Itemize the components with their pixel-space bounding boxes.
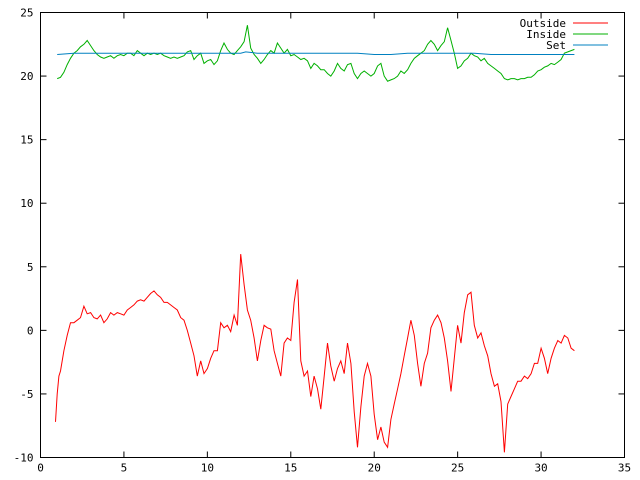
series-line-outside [55,254,575,453]
y-tick-label: -5 [20,388,33,401]
y-tick-label: 25 [20,7,33,20]
x-tick-label: 10 [201,462,214,475]
y-tick-label: 5 [27,261,34,274]
series-line-inside [57,25,575,82]
y-tick-label: 20 [20,70,33,83]
axis-tick-labels: 0 5 10 15 20 25 30 35 -10 -5 0 5 10 15 20 25 [14,7,632,475]
x-tick-label: 35 [618,462,631,475]
y-tick-label: 0 [27,324,34,337]
y-tick-label: 15 [20,134,33,147]
legend-label-set: Set [546,39,566,52]
x-tick-label: 25 [451,462,464,475]
y-tick-label: -10 [14,452,34,465]
x-tick-label: 30 [534,462,547,475]
x-tick-label: 0 [37,462,44,475]
y-tick-label: 10 [20,197,33,210]
x-tick-label: 20 [368,462,381,475]
plot-frame [40,12,625,458]
axis-ticks [40,12,625,458]
legend-label-outside: Outside [520,17,566,30]
series-line-set [57,51,575,55]
series-lines [55,25,575,453]
x-tick-label: 15 [284,462,297,475]
legend-label-inside: Inside [526,28,566,41]
x-tick-label: 5 [121,462,128,475]
